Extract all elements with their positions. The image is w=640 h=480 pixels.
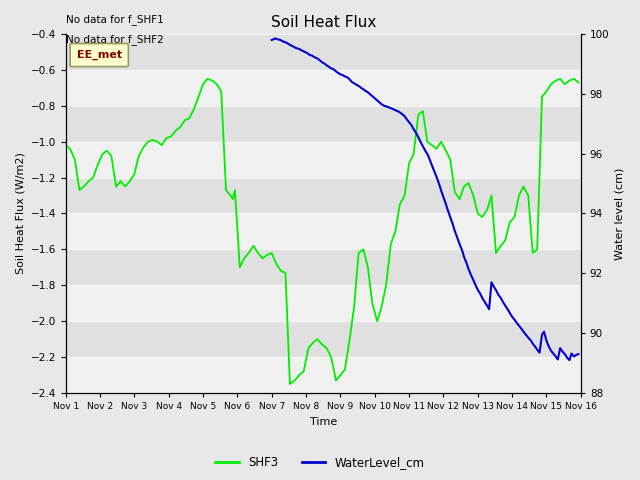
X-axis label: Time: Time	[310, 417, 337, 427]
Bar	[66, 357, 580, 393]
Bar	[66, 285, 580, 321]
Text: No data for f_SHF1: No data for f_SHF1	[66, 14, 163, 25]
Bar	[66, 70, 580, 106]
Text: EE_met: EE_met	[77, 50, 122, 60]
Y-axis label: Soil Heat Flux (W/m2): Soil Heat Flux (W/m2)	[15, 153, 25, 275]
Bar	[66, 214, 580, 250]
Legend: SHF3, WaterLevel_cm: SHF3, WaterLevel_cm	[211, 452, 429, 474]
Bar	[66, 142, 580, 178]
Y-axis label: Water level (cm): Water level (cm)	[615, 168, 625, 260]
Title: Soil Heat Flux: Soil Heat Flux	[271, 15, 376, 30]
Text: No data for f_SHF2: No data for f_SHF2	[66, 34, 163, 45]
